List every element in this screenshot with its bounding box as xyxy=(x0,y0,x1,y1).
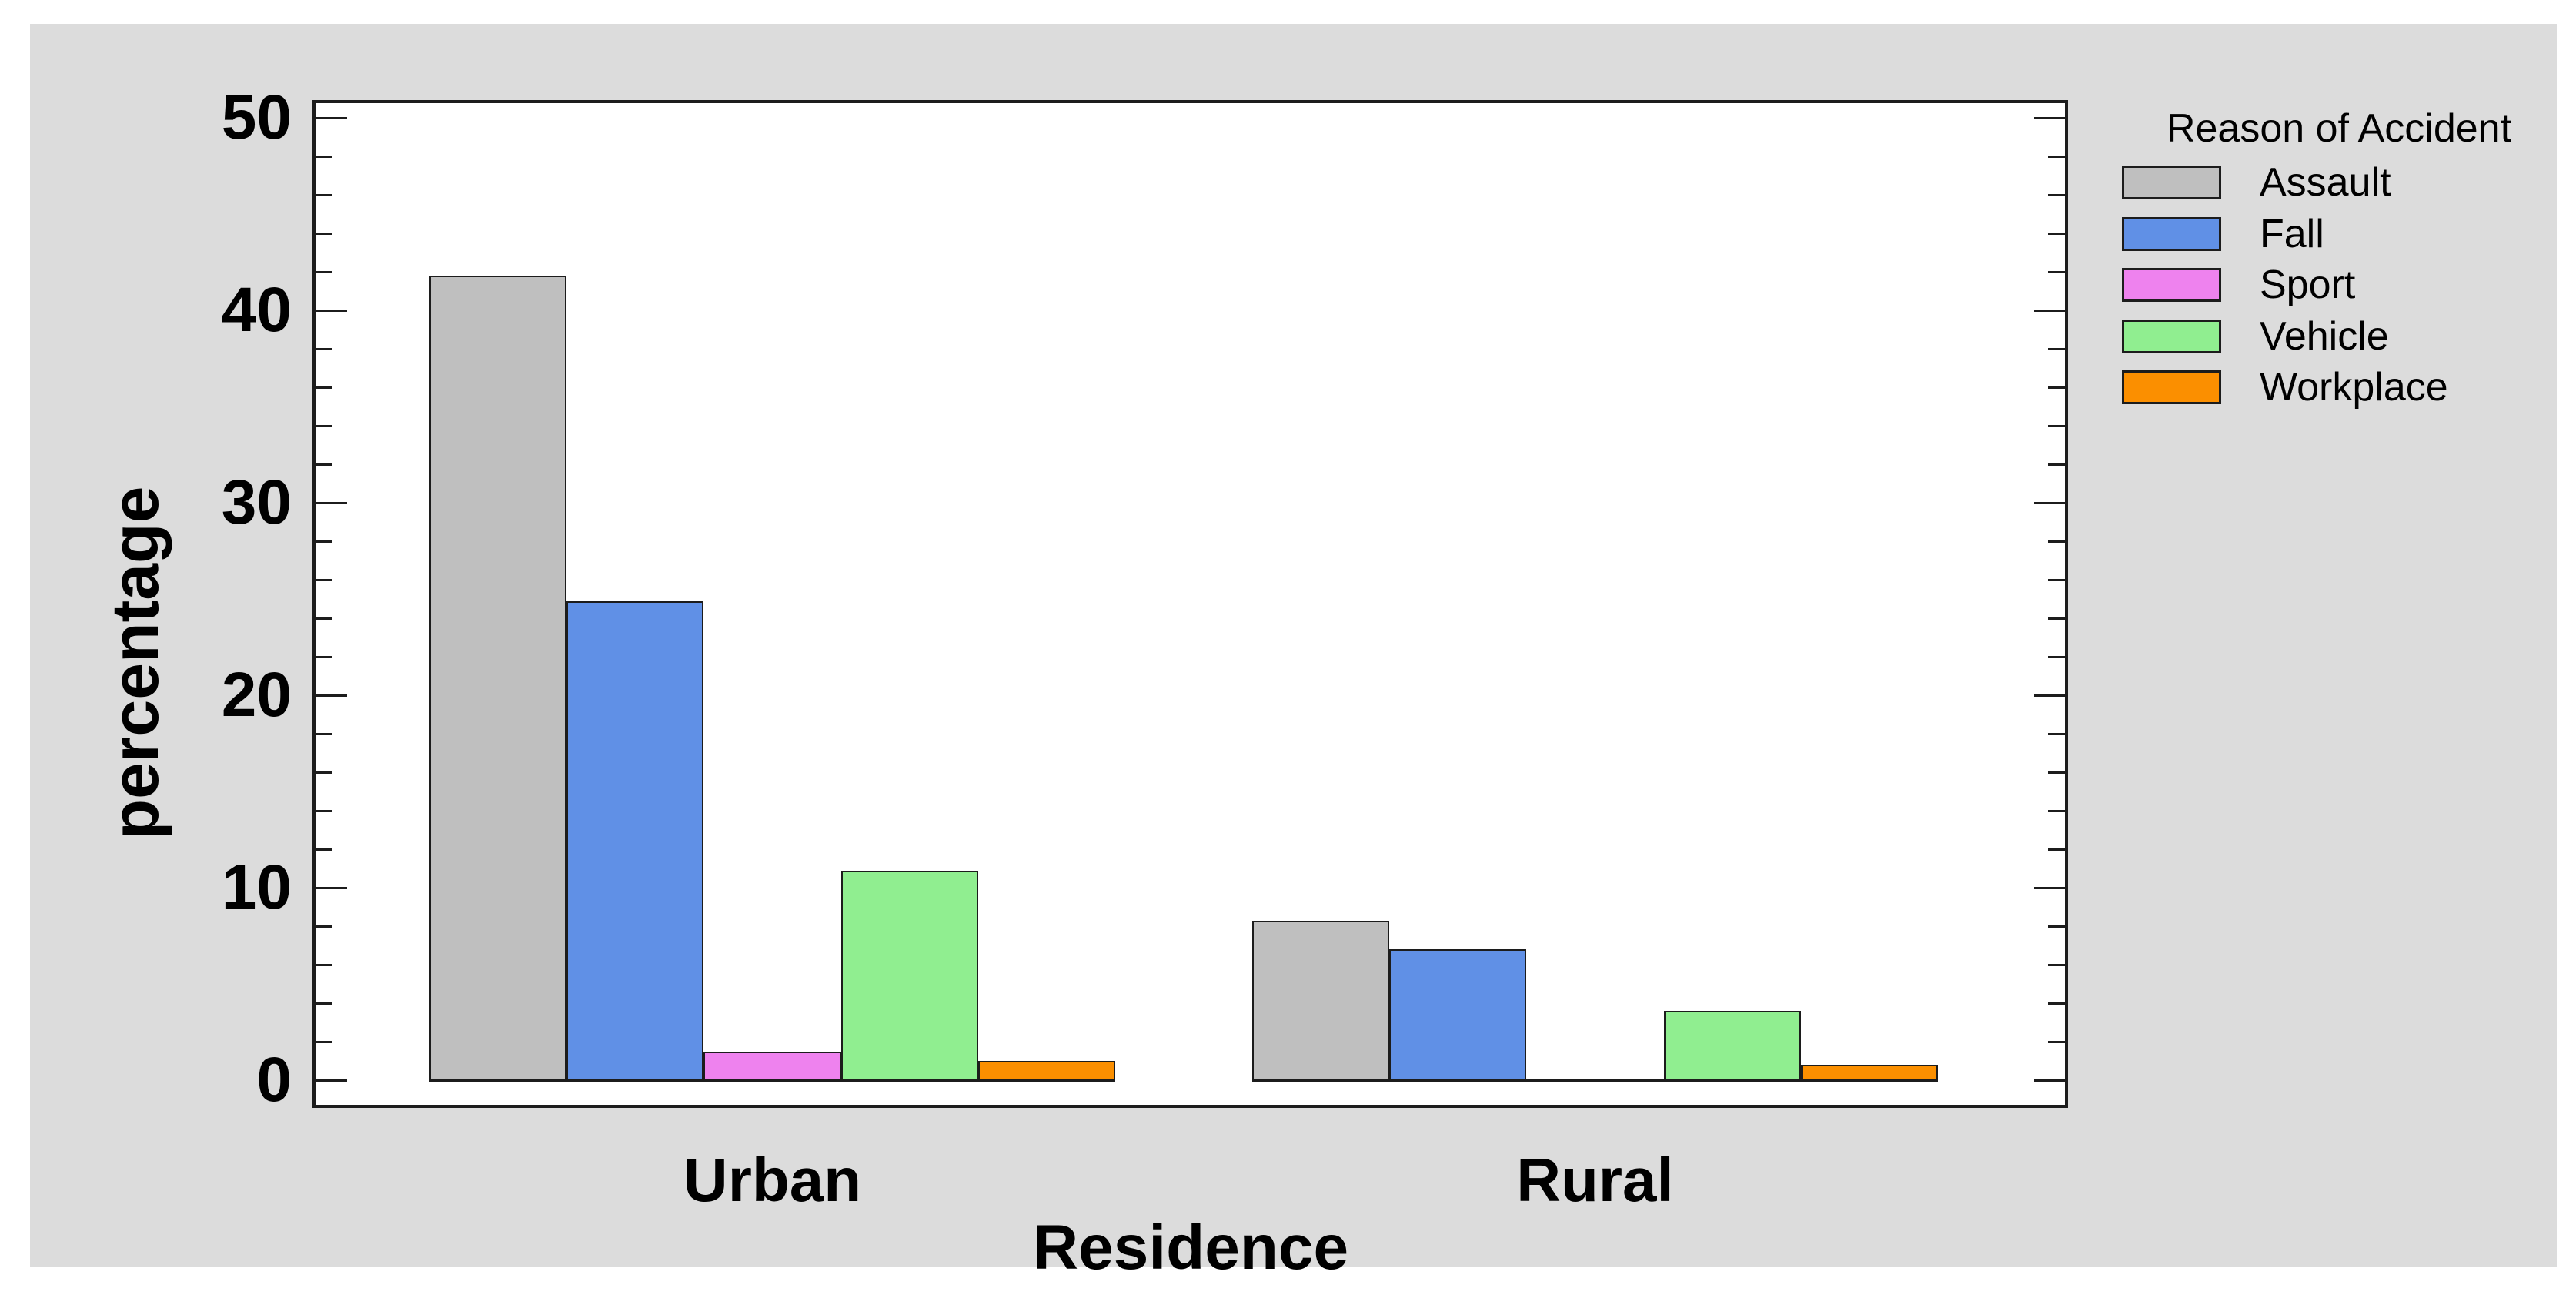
y-tick-label: 40 xyxy=(221,275,292,345)
chart-panel: 0 10 20 30 40 50 Urban Rural percentage Residen… xyxy=(30,24,2557,1280)
bar-fall-urban xyxy=(566,601,704,1080)
legend-label-sport: Sport xyxy=(2260,263,2356,308)
y-axis-minor-tick xyxy=(312,617,332,620)
y-axis-minor-tick-right xyxy=(2048,424,2065,427)
y-axis-minor-tick xyxy=(312,1040,332,1043)
y-axis-minor-tick xyxy=(312,1002,332,1005)
y-tick-label: 30 xyxy=(221,467,292,537)
y-axis-major-tick xyxy=(312,694,347,697)
y-axis-minor-tick-right xyxy=(2048,963,2065,966)
legend-swatch-workplace xyxy=(2122,370,2221,405)
bar-assault-rural xyxy=(1252,920,1390,1080)
y-axis-major-tick-right xyxy=(2034,886,2065,889)
y-axis-minor-tick xyxy=(312,732,332,735)
legend-swatch-assault xyxy=(2122,166,2221,199)
y-axis-minor-tick xyxy=(312,925,332,928)
bar-vehicle-urban xyxy=(840,870,978,1080)
y-axis-major-tick xyxy=(312,886,347,889)
y-axis-minor-tick-right xyxy=(2048,540,2065,543)
bar-sport-urban xyxy=(703,1051,841,1080)
y-axis-minor-tick xyxy=(312,270,332,273)
generated-chart-layer: 0 10 20 30 40 50 Urban Rural xyxy=(30,24,2576,1295)
y-axis-minor-tick-right xyxy=(2048,155,2065,158)
y-axis-minor-tick-right xyxy=(2048,925,2065,928)
y-axis-minor-tick xyxy=(312,232,332,235)
bar-assault-urban xyxy=(429,276,567,1080)
y-axis-minor-tick xyxy=(312,193,332,196)
y-axis-minor-tick-right xyxy=(2048,463,2065,466)
x-axis-title: Residence xyxy=(1032,1213,1349,1283)
y-tick-label: 0 xyxy=(256,1045,292,1115)
y-axis-minor-tick-right xyxy=(2048,193,2065,196)
y-axis-minor-tick xyxy=(312,963,332,966)
legend-label-vehicle: Vehicle xyxy=(2260,313,2389,359)
bar-fall-rural xyxy=(1389,949,1527,1080)
y-axis-major-tick-right xyxy=(2034,501,2065,504)
y-axis-minor-tick xyxy=(312,424,332,427)
y-axis-minor-tick-right xyxy=(2048,1040,2065,1043)
y-axis-minor-tick-right xyxy=(2048,347,2065,350)
y-axis-minor-tick xyxy=(312,347,332,350)
y-tick-label: 20 xyxy=(221,660,292,730)
y-axis-major-tick xyxy=(312,309,347,312)
bar-workplace-rural xyxy=(1800,1065,1938,1080)
legend-label-assault: Assault xyxy=(2260,160,2391,205)
y-axis-minor-tick xyxy=(312,848,332,851)
bar-workplace-urban xyxy=(977,1061,1115,1080)
y-axis-title: percentage xyxy=(99,486,172,840)
y-axis-major-tick xyxy=(312,116,347,119)
y-axis-minor-tick-right xyxy=(2048,1002,2065,1005)
y-axis-minor-tick-right xyxy=(2048,809,2065,812)
group-baseline-rural xyxy=(1252,1079,1938,1082)
y-axis-minor-tick-right xyxy=(2048,386,2065,389)
y-axis-minor-tick-right xyxy=(2048,270,2065,273)
y-tick-label: 50 xyxy=(221,82,292,152)
y-axis-minor-tick-right xyxy=(2048,732,2065,735)
category-label-urban: Urban xyxy=(683,1146,862,1214)
y-axis-minor-tick xyxy=(312,578,332,581)
y-axis-minor-tick xyxy=(312,655,332,658)
y-axis-major-tick xyxy=(312,1079,347,1082)
y-axis-minor-tick xyxy=(312,771,332,774)
y-axis-major-tick xyxy=(312,501,347,504)
y-axis-minor-tick xyxy=(312,463,332,466)
legend-swatch-vehicle xyxy=(2122,319,2221,353)
legend-label-workplace: Workplace xyxy=(2260,365,2448,410)
y-axis-minor-tick xyxy=(312,540,332,543)
y-axis-minor-tick xyxy=(312,386,332,389)
y-axis-minor-tick-right xyxy=(2048,232,2065,235)
group-baseline-urban xyxy=(429,1079,1115,1082)
legend-title: Reason of Accident xyxy=(2166,106,2512,151)
bar-vehicle-rural xyxy=(1663,1011,1801,1080)
y-axis-major-tick-right xyxy=(2034,309,2065,312)
y-axis-minor-tick-right xyxy=(2048,578,2065,581)
y-axis-minor-tick xyxy=(312,809,332,812)
y-tick-label: 10 xyxy=(221,852,292,922)
y-axis-minor-tick-right xyxy=(2048,617,2065,620)
y-axis-minor-tick xyxy=(312,155,332,158)
y-axis-minor-tick-right xyxy=(2048,848,2065,851)
legend-swatch-fall xyxy=(2122,216,2221,251)
legend-swatch-sport xyxy=(2122,268,2221,303)
y-axis-minor-tick-right xyxy=(2048,655,2065,658)
y-axis-major-tick-right xyxy=(2034,116,2065,119)
y-axis-minor-tick-right xyxy=(2048,771,2065,774)
legend-label-fall: Fall xyxy=(2260,211,2324,256)
category-label-rural: Rural xyxy=(1516,1146,1674,1214)
y-axis-major-tick-right xyxy=(2034,1079,2065,1082)
y-axis-major-tick-right xyxy=(2034,694,2065,697)
